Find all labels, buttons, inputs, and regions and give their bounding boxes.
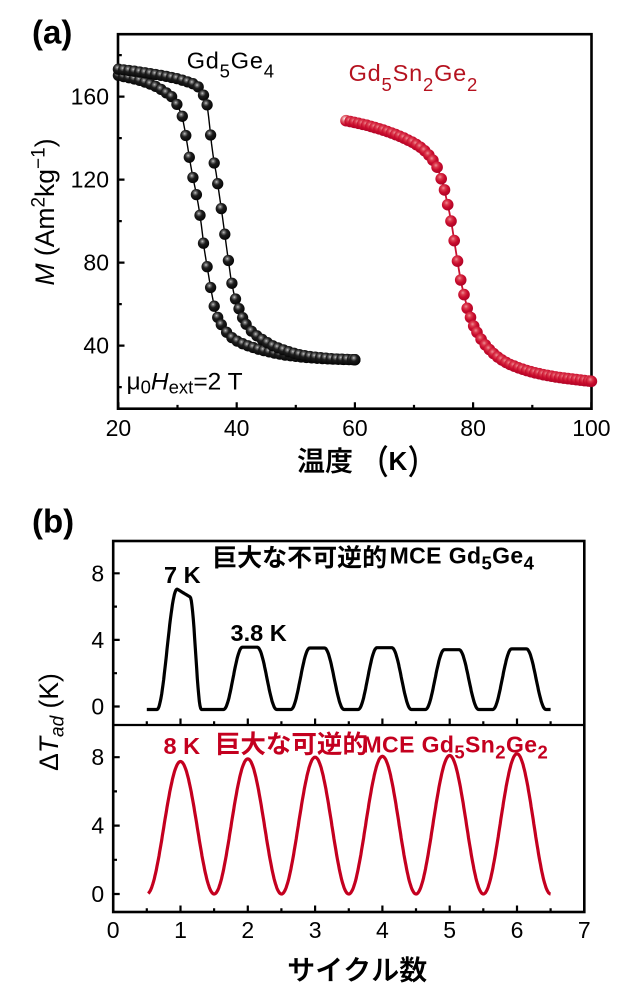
svg-text:8: 8 bbox=[91, 744, 104, 770]
svg-text:μ0Hext=2 T: μ0Hext=2 T bbox=[127, 369, 243, 398]
svg-text:7 K: 7 K bbox=[164, 562, 201, 588]
svg-text:(a): (a) bbox=[32, 14, 72, 51]
svg-text:4: 4 bbox=[91, 627, 104, 653]
svg-text:8 K: 8 K bbox=[164, 733, 201, 759]
svg-text:60: 60 bbox=[342, 415, 368, 441]
svg-text:20: 20 bbox=[106, 415, 132, 441]
svg-text:0: 0 bbox=[107, 917, 120, 943]
svg-text:3.8 K: 3.8 K bbox=[231, 620, 287, 646]
svg-text:4: 4 bbox=[91, 813, 104, 839]
svg-text:2: 2 bbox=[241, 917, 254, 943]
svg-text:120: 120 bbox=[71, 167, 109, 193]
svg-text:1: 1 bbox=[174, 917, 187, 943]
svg-text:Gd5Ge4: Gd5Ge4 bbox=[187, 47, 275, 81]
svg-text:3: 3 bbox=[309, 917, 322, 943]
svg-text:160: 160 bbox=[71, 84, 109, 110]
svg-text:6: 6 bbox=[511, 917, 524, 943]
svg-text:0: 0 bbox=[91, 881, 104, 907]
svg-text:MCE Gd5Ge4: MCE Gd5Ge4 bbox=[390, 543, 535, 574]
svg-text:40: 40 bbox=[83, 333, 109, 359]
svg-text:80: 80 bbox=[83, 250, 109, 276]
svg-text:(b): (b) bbox=[32, 503, 74, 540]
svg-text:100: 100 bbox=[572, 415, 610, 441]
svg-text:M (Am2kg−1): M (Am2kg−1) bbox=[29, 138, 61, 285]
svg-text:ΔTad (K): ΔTad (K) bbox=[34, 673, 69, 771]
svg-text:K: K bbox=[389, 446, 408, 476]
svg-text:4: 4 bbox=[376, 917, 389, 943]
svg-text:80: 80 bbox=[460, 415, 486, 441]
svg-text:7: 7 bbox=[578, 917, 591, 943]
svg-text:40: 40 bbox=[224, 415, 250, 441]
svg-text:0: 0 bbox=[91, 694, 104, 720]
svg-text:Gd5Sn2Ge2: Gd5Sn2Ge2 bbox=[349, 60, 479, 95]
svg-text:5: 5 bbox=[443, 917, 456, 943]
svg-text:8: 8 bbox=[91, 560, 104, 586]
